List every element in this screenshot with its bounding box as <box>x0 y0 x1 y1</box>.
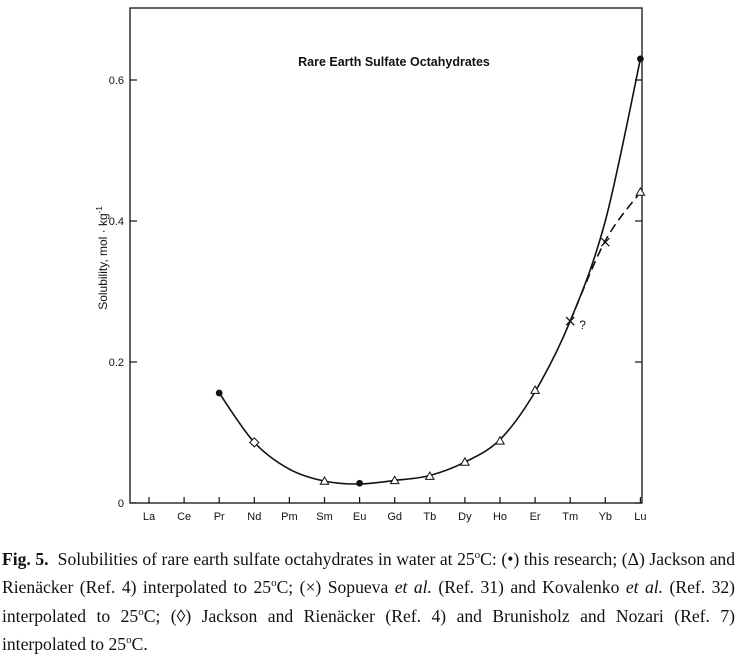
x-tick-label: Lu <box>634 511 646 523</box>
caption-label: Fig. 5. <box>2 548 49 569</box>
data-markers <box>215 55 646 487</box>
x-tick-label: La <box>143 511 156 523</box>
x-tick-label: Gd <box>387 511 402 523</box>
open-diamond-marker <box>249 437 260 448</box>
filled-circle-marker <box>637 55 644 63</box>
x-tick-label: Eu <box>353 511 366 523</box>
x-symbol: × <box>305 577 316 598</box>
filled-circle-marker <box>356 479 363 487</box>
y-axis-title: Solubility, mol · kg-1 <box>95 206 110 310</box>
open-triangle-marker <box>389 475 400 485</box>
x-marker <box>600 237 610 247</box>
open-triangle-marker <box>459 456 470 466</box>
x-tick-label: Yb <box>599 511 612 523</box>
open-triangle-marker <box>424 471 435 480</box>
open-triangle-marker <box>319 475 330 485</box>
x-axis-ticks: La Ce Pr Nd Pm Sm Eu Gd Tb Dy Ho Er Tm Yb Lu <box>143 497 647 523</box>
x-tick-label: Er <box>530 511 541 523</box>
solubility-curve <box>218 58 642 485</box>
x-tick-label: Ce <box>177 511 191 523</box>
question-mark-annotation: ? <box>579 318 586 332</box>
x-marker-stroke <box>600 237 610 247</box>
curves <box>218 58 642 485</box>
x-tick-label: Tb <box>423 511 436 523</box>
y-tick-label: 0 <box>118 498 124 510</box>
figure-caption: Fig. 5. Solubilities of rare earth sulfa… <box>2 548 736 654</box>
x-tick-label: Pr <box>214 511 225 523</box>
open-triangle-marker <box>530 384 541 394</box>
x-tick-label: Tm <box>562 511 578 523</box>
x-marker <box>565 316 575 326</box>
y-tick-label: 0.4 <box>109 216 124 228</box>
chart-title: Rare Earth Sulfate Octahydrates <box>298 55 490 69</box>
solubility-chart: 00.20.40.6 La Ce Pr Nd Pm Sm Eu Gd Tb Dy Ho Er Tm Yb L… <box>95 7 647 523</box>
x-tick-label: Sm <box>316 511 333 523</box>
dashed-curve <box>569 191 642 322</box>
filled-circle-marker <box>215 389 223 397</box>
x-tick-label: Dy <box>458 511 472 523</box>
x-tick-label: Nd <box>247 511 261 523</box>
y-tick-label: 0.6 <box>109 75 124 87</box>
plot-frame <box>129 7 643 504</box>
triangle-symbol: Δ <box>627 548 639 569</box>
open-triangle-marker <box>635 186 646 196</box>
x-tick-label: Ho <box>493 511 507 523</box>
x-marker-stroke <box>565 316 575 326</box>
x-tick-label: Pm <box>281 511 298 523</box>
y-axis-ticks: 0 0.2 0.4 0.6 <box>109 75 642 510</box>
filled-circle-symbol: • <box>507 548 514 569</box>
open-triangle-marker <box>494 435 506 445</box>
annotations: ? <box>579 318 586 332</box>
diamond-symbol: ◊ <box>176 605 186 626</box>
y-tick-label: 0.2 <box>109 357 124 369</box>
